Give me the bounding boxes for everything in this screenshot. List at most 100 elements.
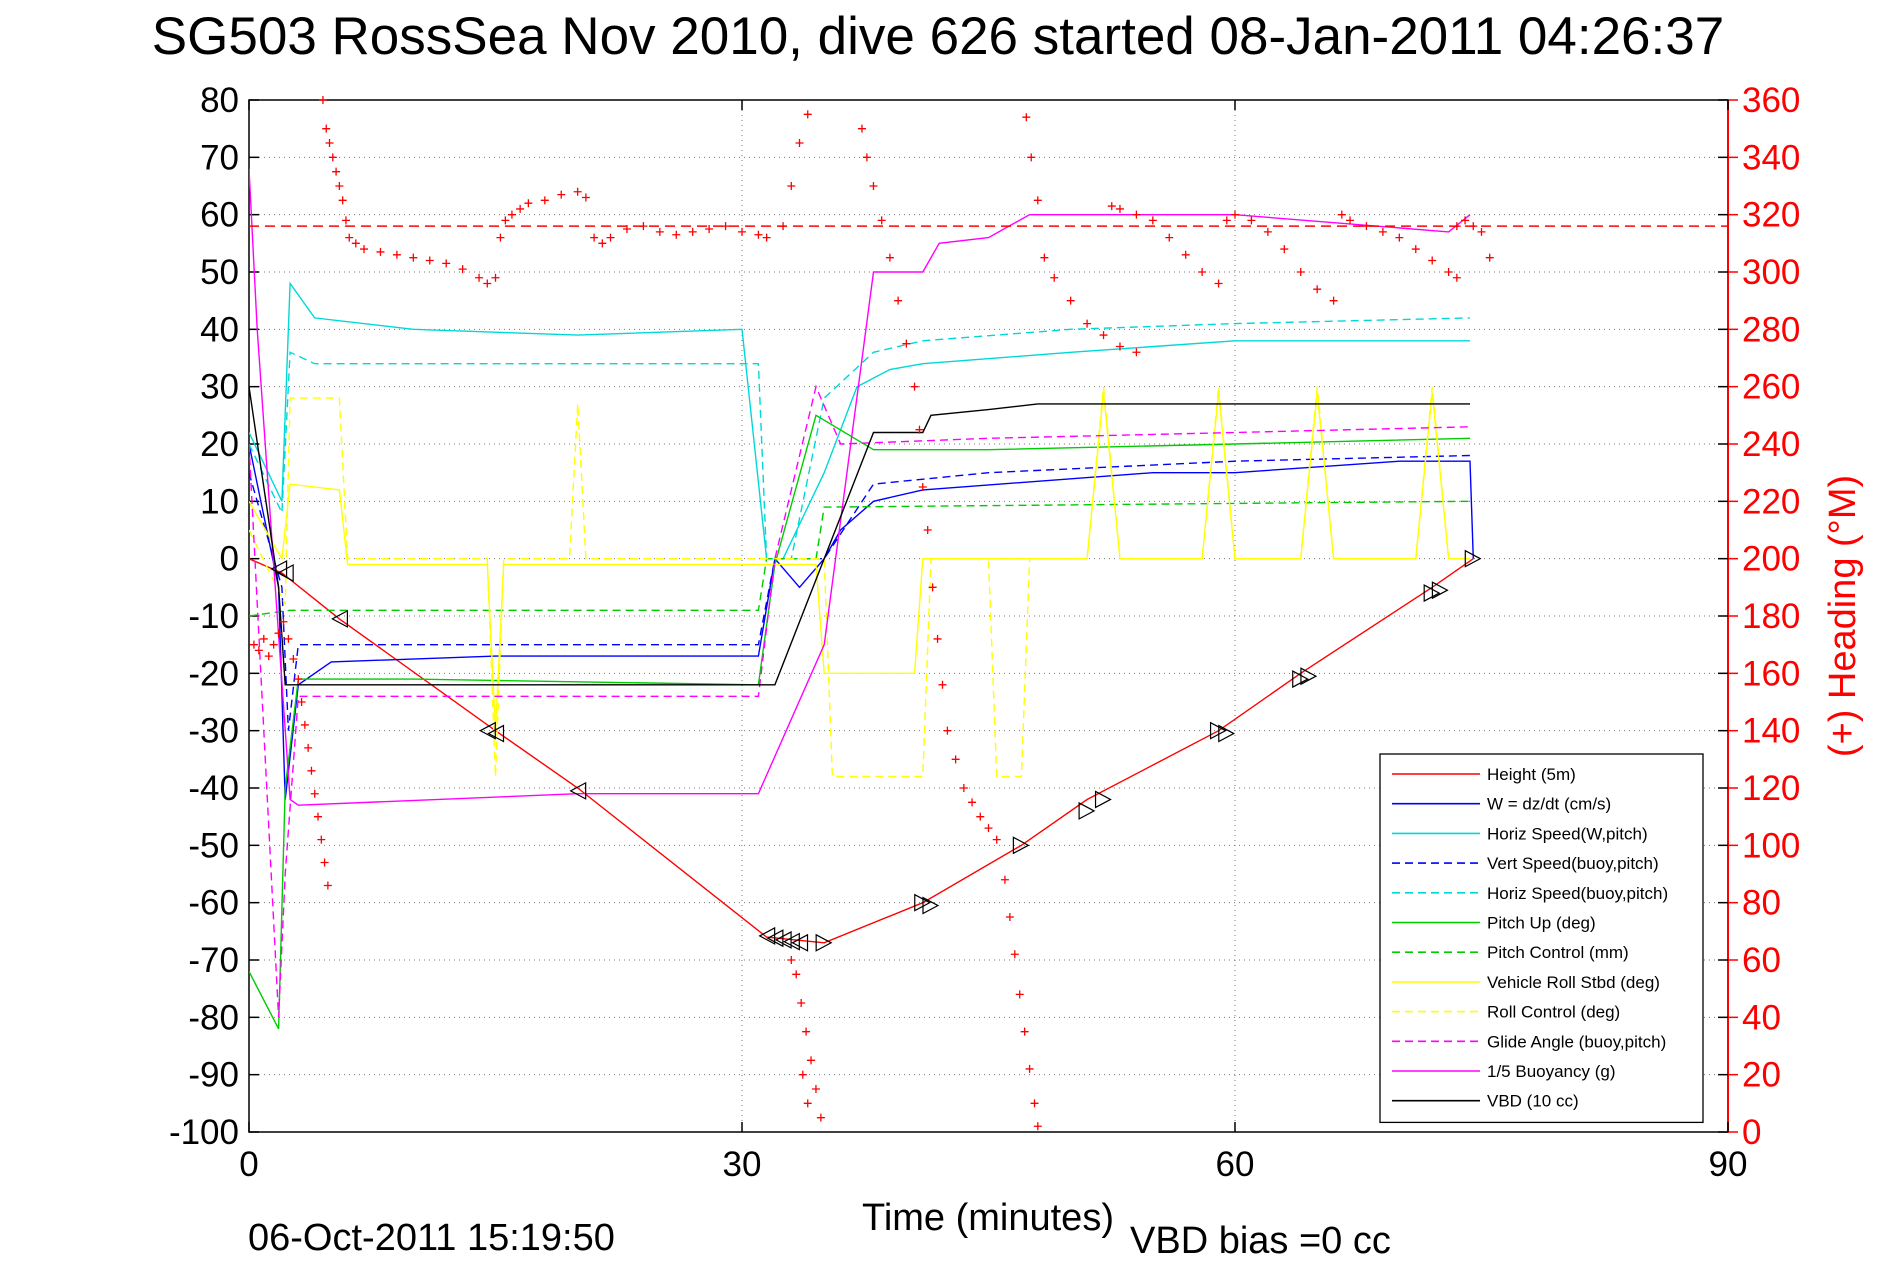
depth-marker [783, 932, 800, 951]
legend-entry: Vert Speed(buoy,pitch) [1487, 854, 1659, 873]
series-line-1 [249, 443, 1474, 800]
depth-marker [1431, 581, 1449, 600]
heading-point [557, 190, 566, 199]
y2-tick-label: 220 [1742, 482, 1800, 521]
heading-point [1428, 256, 1437, 265]
heading-point [1083, 319, 1092, 328]
heading-point [345, 233, 354, 242]
heading-point [606, 233, 615, 242]
y-tick-label: 60 [200, 196, 239, 235]
heading-point [300, 720, 309, 729]
heading-point [307, 766, 316, 775]
heading-point [1263, 227, 1272, 236]
y2-tick-label: 100 [1742, 826, 1800, 865]
heading-point [318, 96, 327, 104]
depth-marker [1423, 584, 1441, 603]
heading-point [249, 640, 258, 649]
heading-point [392, 250, 401, 259]
heading-point [802, 1027, 811, 1036]
y-tick-label: 0 [220, 540, 239, 579]
heading-point [328, 153, 337, 162]
heading-point [1107, 202, 1116, 211]
heading-point [254, 646, 263, 655]
heading-point [792, 970, 801, 979]
series-line-0 [249, 558, 1474, 944]
heading-point [915, 425, 924, 434]
series-line-3 [249, 454, 1471, 731]
y2-tick-label: 80 [1742, 884, 1781, 923]
y2-tick-label: 140 [1742, 712, 1800, 751]
y-tick-label: 40 [200, 310, 239, 349]
heading-point [1222, 216, 1231, 225]
heading-point [1452, 273, 1461, 282]
heading-point [938, 680, 947, 689]
series-line-10 [249, 168, 1471, 806]
heading-point [409, 253, 418, 262]
x-tick-label: 60 [1216, 1145, 1255, 1184]
heading-point [1020, 1027, 1029, 1036]
depth-marker [1209, 721, 1227, 740]
legend-entry: Horiz Speed(W,pitch) [1487, 824, 1648, 843]
y2-tick-label: 360 [1742, 81, 1800, 120]
y2-tick-label: 160 [1742, 654, 1800, 693]
heading-point [918, 483, 927, 491]
y-tick-label: -40 [188, 769, 239, 808]
depth-marker [758, 926, 776, 945]
heading-point [284, 634, 293, 643]
y2-tick-label: 340 [1742, 138, 1800, 177]
depth-marker [914, 893, 932, 912]
heading-point [425, 256, 434, 265]
heading-point [1198, 268, 1207, 276]
depth-marker [569, 781, 587, 800]
heading-point [314, 812, 323, 821]
heading-point [1378, 227, 1387, 236]
y2-tick-label: 120 [1742, 769, 1800, 808]
heading-point [1346, 216, 1355, 225]
legend-entry: Horiz Speed(buoy,pitch) [1487, 884, 1668, 903]
heading-points [249, 96, 1494, 1131]
heading-point [297, 698, 306, 706]
legend-entry: Pitch Up (deg) [1487, 914, 1596, 933]
depth-marker [1012, 836, 1030, 855]
heading-point [1115, 204, 1124, 213]
heading-point [1005, 913, 1014, 921]
heading-point [754, 230, 763, 239]
heading-point [1022, 113, 1031, 122]
depth-marker [1464, 549, 1482, 568]
heading-point [968, 798, 977, 807]
y2-tick-label: 180 [1742, 597, 1800, 636]
heading-point [688, 227, 697, 236]
legend-entry: Roll Control (deg) [1487, 1003, 1620, 1022]
depth-marker [1094, 790, 1112, 809]
x-tick-label: 0 [239, 1145, 258, 1184]
heading-point [341, 216, 350, 225]
heading-point [259, 634, 268, 643]
heading-point [483, 279, 492, 288]
series-line-4 [249, 317, 1471, 560]
heading-point [910, 382, 919, 391]
y-tick-label: 80 [200, 81, 239, 120]
heading-point [721, 222, 730, 231]
heading-point [779, 222, 788, 231]
y-tick-label: -90 [188, 1056, 239, 1095]
heading-point [496, 233, 505, 242]
heading-point [869, 182, 878, 190]
depth-markers [270, 549, 1482, 952]
heading-point [1015, 990, 1024, 999]
right-ticks: 3603403203002802602402202001801601401201… [1728, 81, 1800, 1152]
depth-marker [331, 609, 348, 628]
depth-marker [774, 930, 792, 949]
heading-point [1337, 210, 1346, 219]
heading-point [491, 273, 500, 282]
heading-point [639, 222, 648, 231]
depth-marker [791, 933, 809, 952]
heading-point [294, 675, 303, 684]
legend-entry: Glide Angle (buoy,pitch) [1487, 1032, 1666, 1051]
heading-point [1362, 222, 1371, 231]
y-tick-label: 10 [200, 482, 239, 521]
heading-point [1033, 196, 1042, 205]
legend-entry: Pitch Control (mm) [1487, 943, 1629, 962]
heading-point [894, 296, 903, 305]
legend-box [1379, 753, 1704, 1124]
